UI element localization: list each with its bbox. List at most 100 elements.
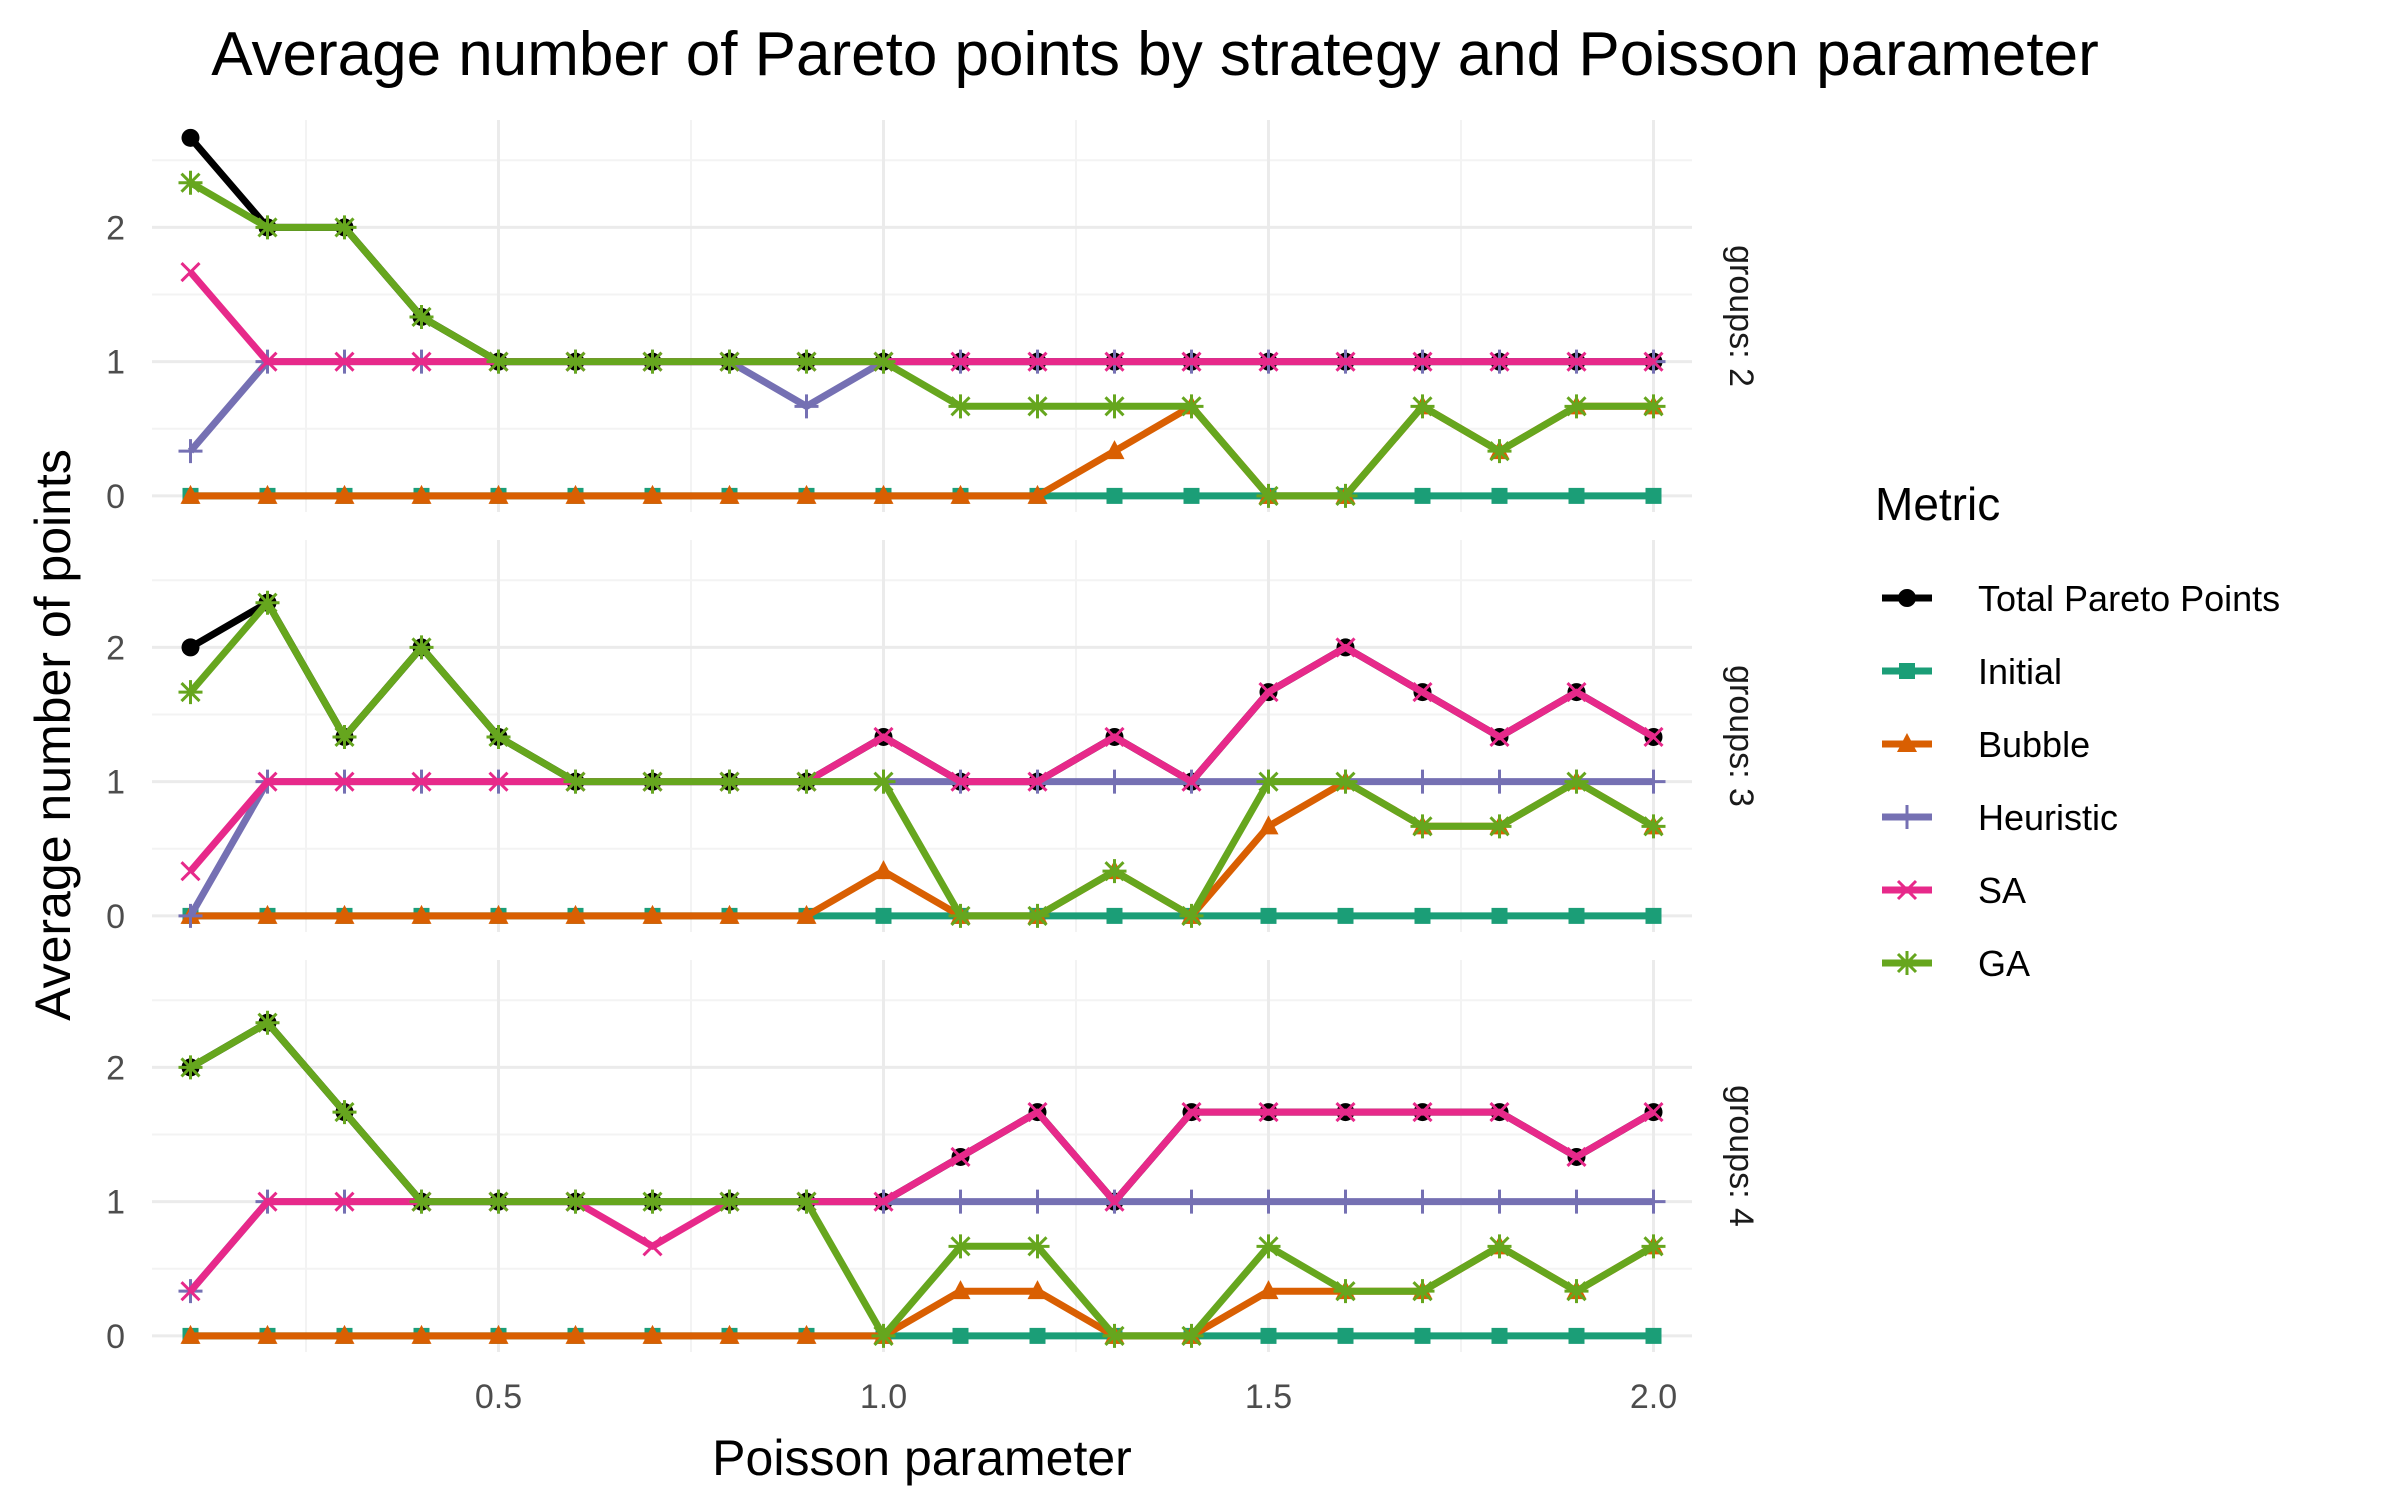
sa-point [1489, 1102, 1510, 1123]
sa-point [1258, 1102, 1279, 1123]
bubble-point [1104, 440, 1125, 460]
bubble-point [488, 904, 509, 924]
sa-point [873, 1191, 894, 1212]
ga-point [486, 724, 511, 749]
bubble-point [411, 484, 432, 504]
legend-item: SA [1882, 870, 2026, 911]
sa-point [1181, 771, 1202, 792]
bubble-point [642, 1324, 663, 1344]
sa-point [1335, 351, 1356, 372]
ga-point [640, 769, 665, 794]
ga-point [255, 590, 280, 615]
legend-key-point [1898, 589, 1916, 607]
heuristic-point [1641, 769, 1666, 794]
ga-point [486, 1189, 511, 1214]
ga-point [1025, 903, 1050, 928]
legend-key-point [1897, 733, 1917, 752]
sa-point [950, 1146, 971, 1168]
heuristic-point [1179, 1189, 1204, 1214]
bubble-point [719, 484, 740, 504]
initial-point [1414, 1327, 1431, 1344]
bubble-point [950, 484, 971, 504]
ga-point [794, 1189, 819, 1214]
legend-item: Initial [1882, 651, 2062, 692]
heuristic-point [1102, 769, 1127, 794]
initial-point [1260, 1327, 1277, 1344]
sa-point [334, 1191, 355, 1212]
sa-point [1566, 351, 1587, 372]
ga-point [1256, 1234, 1281, 1259]
bubble-point [719, 1324, 740, 1344]
heuristic-point [1410, 769, 1435, 794]
series-ga [178, 170, 1666, 508]
legend-item: GA [1882, 943, 2030, 984]
sa-point [488, 771, 509, 792]
series-line [187, 269, 1654, 366]
x-axis-title: Poisson parameter [712, 1430, 1132, 1486]
legend-item: Heuristic [1882, 797, 2118, 838]
ga-point [1333, 769, 1358, 794]
bubble-point [873, 860, 894, 880]
sa-point [1643, 726, 1664, 748]
bubble-point [796, 904, 817, 924]
ga-point [717, 349, 742, 374]
sa-point [334, 771, 355, 792]
bubble-point [334, 904, 355, 924]
bubble-point [1258, 815, 1279, 835]
legend-label: GA [1978, 943, 2030, 984]
y-tick-label: 1 [106, 764, 125, 802]
ga-point [1102, 859, 1127, 884]
ga-point [1333, 1279, 1358, 1304]
facet-strip-label: groups: 2 [1722, 245, 1760, 387]
ga-point [794, 769, 819, 794]
sa-point [1566, 682, 1587, 703]
bubble-point [565, 1324, 586, 1344]
ga-point [1179, 903, 1204, 928]
ga-point [1410, 814, 1435, 839]
heuristic-point [1410, 1189, 1435, 1214]
ga-point [1487, 814, 1512, 839]
legend-key-point [1899, 663, 1915, 679]
sa-point [1566, 1146, 1587, 1168]
ga-point [1179, 394, 1204, 419]
sa-point [1181, 351, 1202, 372]
ga-point [948, 394, 973, 419]
facet-panel: 0 1 2 groups: 2 [106, 120, 1760, 516]
ga-point [717, 1189, 742, 1214]
bubble-point [565, 484, 586, 504]
legend-key-point [1896, 879, 1918, 901]
ga-point [1487, 1234, 1512, 1259]
ga-point [178, 170, 203, 195]
ga-point [255, 1010, 280, 1035]
bubble-point [488, 1324, 509, 1344]
initial-point [875, 907, 892, 924]
sa-point [1027, 351, 1048, 372]
y-tick-label: 1 [106, 344, 125, 382]
bubble-point [796, 484, 817, 504]
legend-item: Total Pareto Points [1882, 578, 2280, 619]
ga-point [871, 349, 896, 374]
ga-point [794, 349, 819, 374]
heuristic-point [1333, 1189, 1358, 1214]
ga-point [1025, 394, 1050, 419]
sa-point [1181, 1102, 1202, 1123]
facet-strip-label: groups: 3 [1722, 665, 1760, 807]
initial-point [1568, 907, 1585, 924]
initial-point [1414, 487, 1431, 504]
ga-point [948, 903, 973, 928]
heuristic-point [1487, 1189, 1512, 1214]
bubble-point [1258, 1280, 1279, 1300]
bubble-point [334, 484, 355, 504]
sa-point [1335, 1102, 1356, 1123]
x-tick-label: 1.5 [1245, 1378, 1292, 1416]
legend-title: Metric [1875, 478, 2000, 530]
bubble-point [257, 484, 278, 504]
ga-point [1102, 394, 1127, 419]
ga-point [1179, 1323, 1204, 1348]
ga-point [1025, 1234, 1050, 1259]
initial-point [1337, 907, 1354, 924]
ga-point [1256, 769, 1281, 794]
y-tick-label: 0 [106, 898, 125, 936]
ga-point [563, 349, 588, 374]
